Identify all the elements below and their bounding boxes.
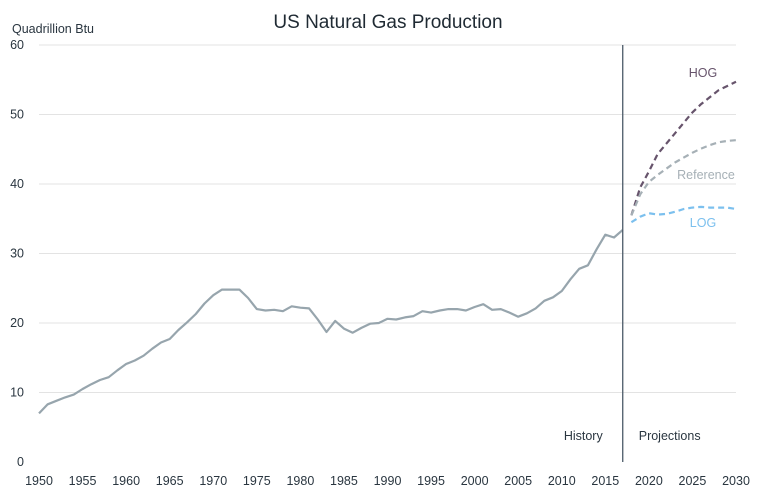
x-tick-label: 1950 xyxy=(25,474,53,488)
x-tick-label: 1980 xyxy=(286,474,314,488)
y-tick-label: 0 xyxy=(17,455,24,469)
x-tick-label: 1955 xyxy=(69,474,97,488)
y-tick-label: 10 xyxy=(10,386,24,400)
x-tick-label: 1960 xyxy=(112,474,140,488)
series-line-hog xyxy=(630,80,737,216)
y-tick-label: 30 xyxy=(10,247,24,261)
chart-title: US Natural Gas Production xyxy=(273,12,502,33)
projections-label: Projections xyxy=(639,429,701,443)
y-tick-label: 40 xyxy=(10,177,24,191)
x-tick-label: 2030 xyxy=(722,474,750,488)
x-tick-label: 2010 xyxy=(548,474,576,488)
series-label-reference: Reference xyxy=(677,168,735,182)
x-tick-label: 2020 xyxy=(635,474,663,488)
series-line-log xyxy=(630,205,737,224)
series-line-reference xyxy=(630,139,737,216)
x-tick-label: 2015 xyxy=(591,474,619,488)
x-tick-label: 2005 xyxy=(504,474,532,488)
series-line-history xyxy=(38,229,624,415)
series-label-hog: HOG xyxy=(689,66,717,80)
x-tick-label: 1965 xyxy=(156,474,184,488)
y-tick-label: 20 xyxy=(10,316,24,330)
x-tick-label: 2000 xyxy=(461,474,489,488)
x-tick-label: 1990 xyxy=(374,474,402,488)
x-tick-label: 1995 xyxy=(417,474,445,488)
x-tick-label: 1985 xyxy=(330,474,358,488)
x-tick-label: 1975 xyxy=(243,474,271,488)
x-tick-label: 2025 xyxy=(679,474,707,488)
y-tick-label: 50 xyxy=(10,108,24,122)
y-tick-label: 60 xyxy=(10,38,24,52)
series-label-log: LOG xyxy=(690,216,716,230)
y-axis-label: Quadrillion Btu xyxy=(12,22,94,36)
history-label: History xyxy=(564,429,604,443)
x-tick-label: 1970 xyxy=(199,474,227,488)
